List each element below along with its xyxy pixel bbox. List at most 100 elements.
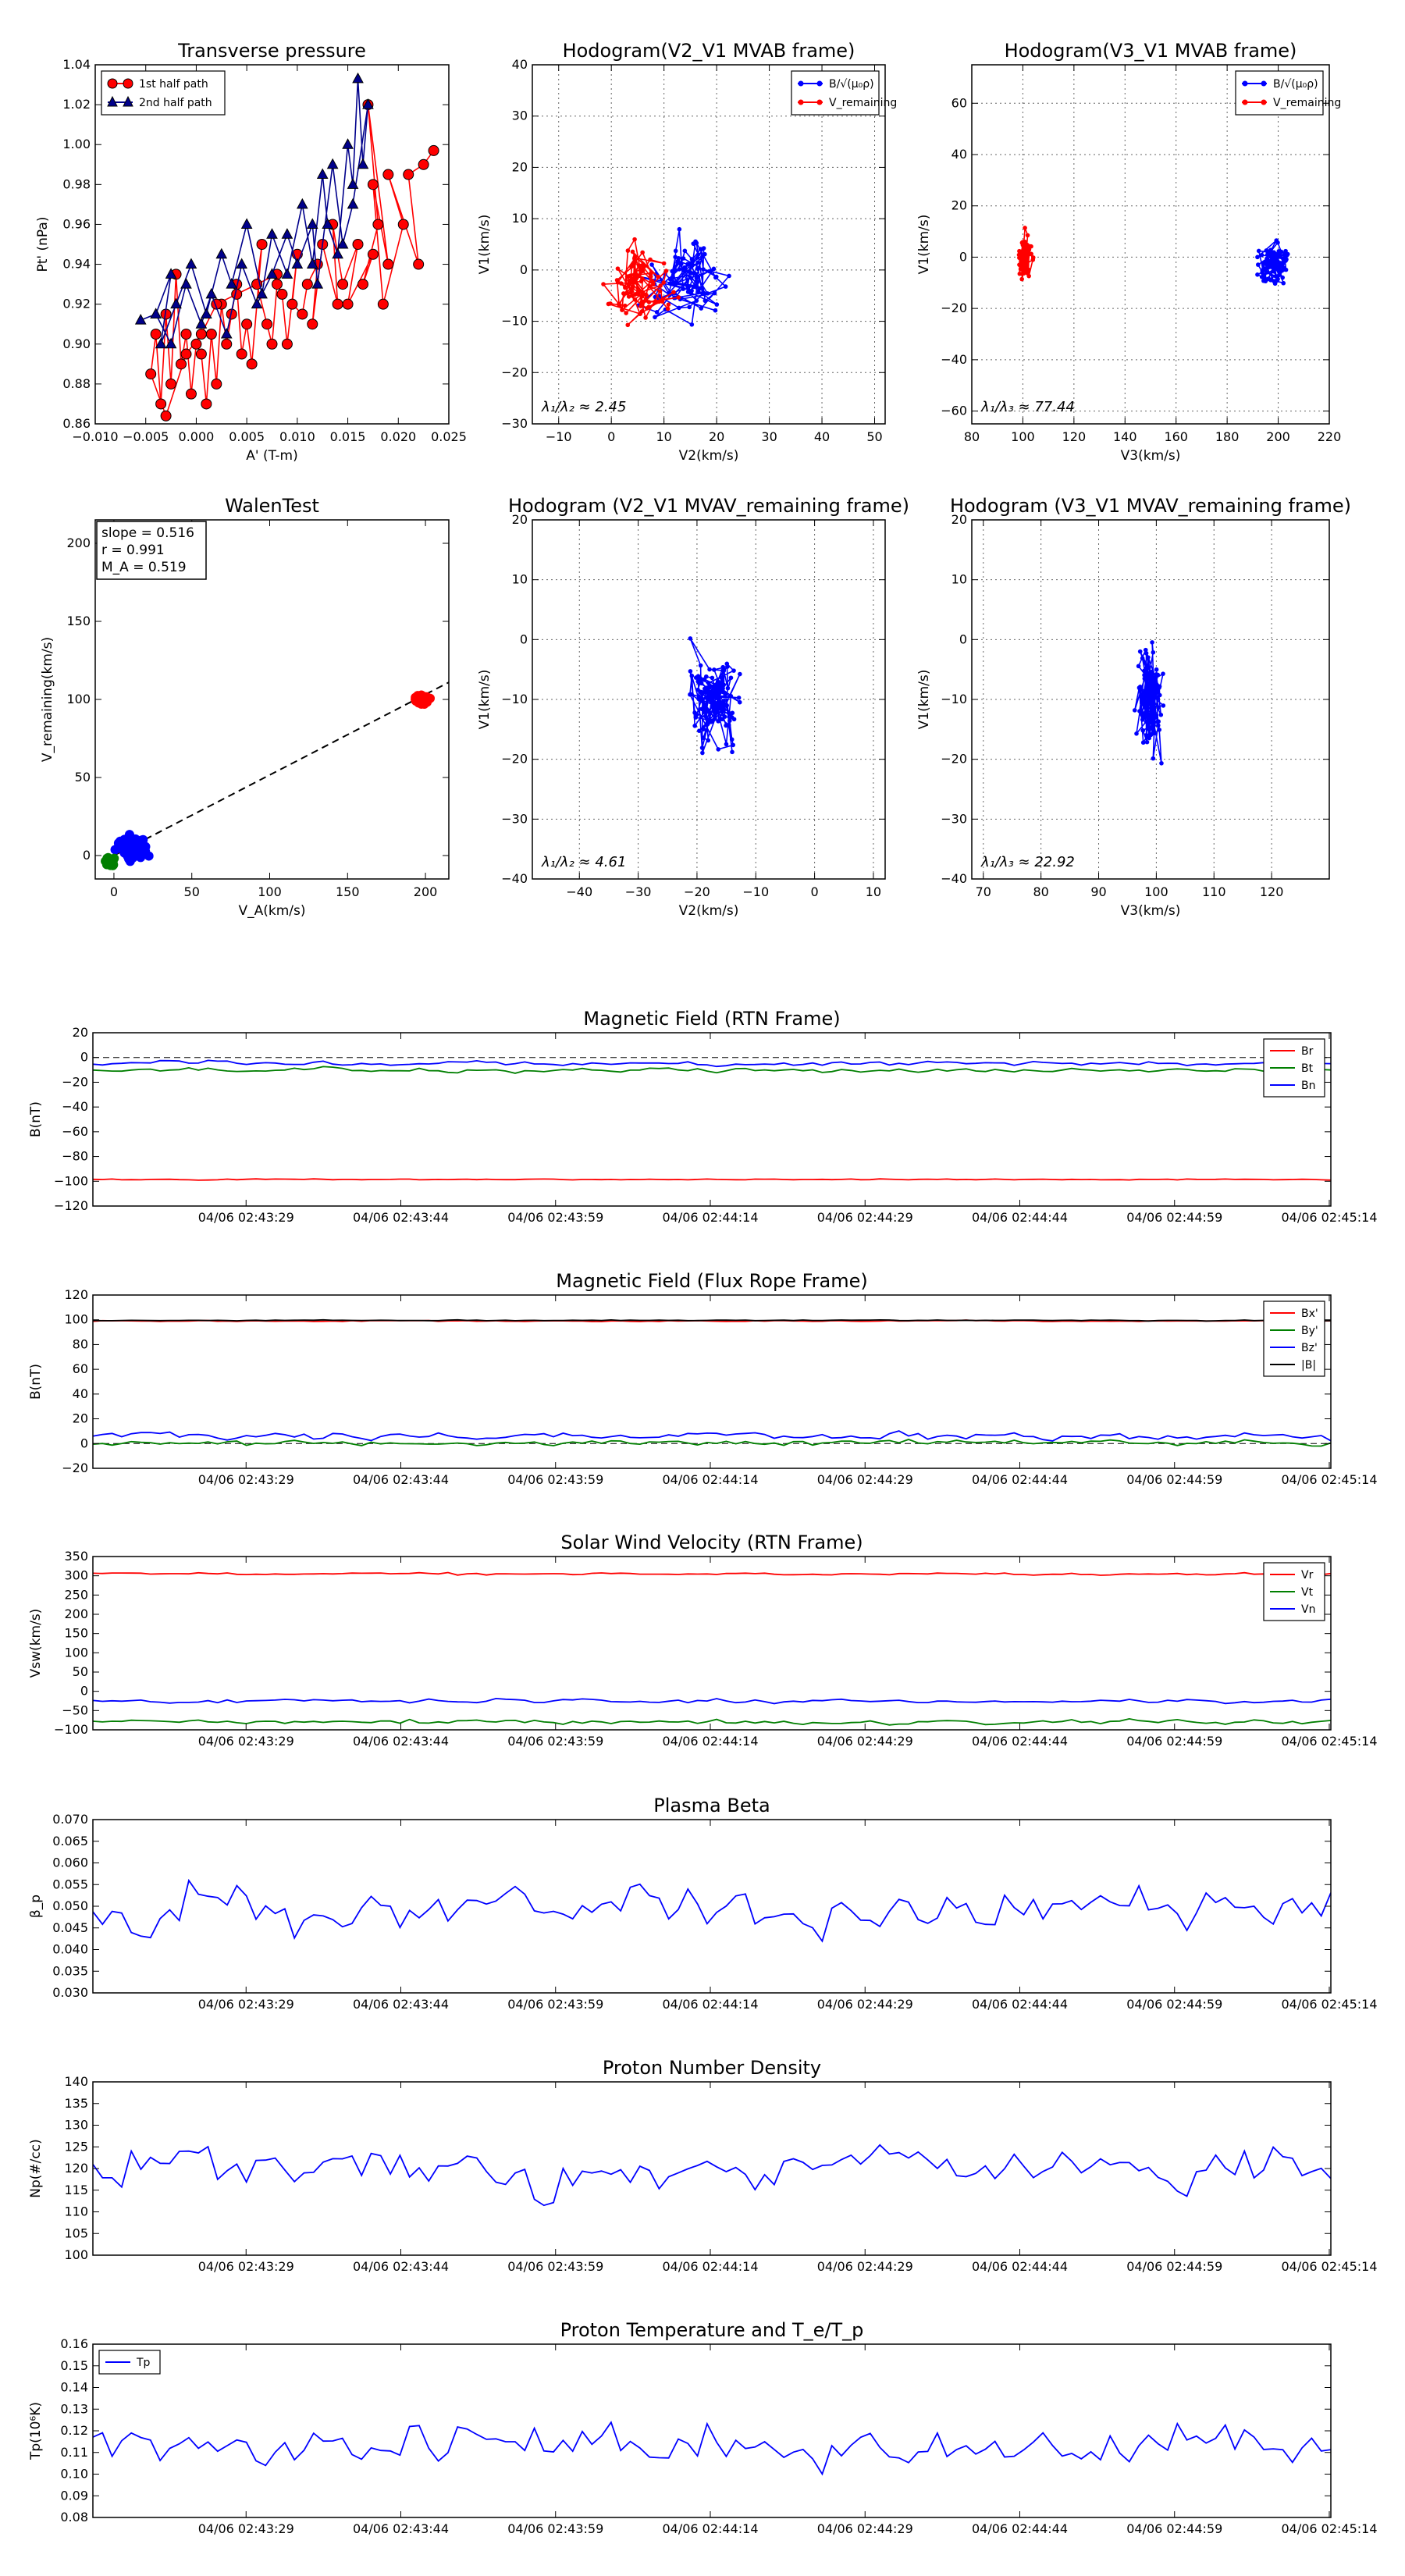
data-point [727,273,731,279]
data-point [251,297,263,309]
data-point [713,683,718,688]
data-point [1023,239,1028,244]
data-point [688,290,692,295]
legend-marker [107,95,118,107]
data-point [1271,269,1276,274]
legend-label: B/√(μ₀ρ) [829,78,874,91]
fit-line [113,681,449,856]
data-point [691,241,696,246]
data-point [1144,719,1149,724]
data-point [618,281,624,286]
data-point [231,288,243,300]
series-line [93,2421,1331,2476]
data-point [688,275,693,280]
y-tick-label: −20 [941,752,967,767]
stats-box [96,521,207,580]
x-tick-label: 04/06 02:44:44 [972,2259,1068,2274]
legend-marker [1261,99,1267,105]
series-line [93,1439,1331,1447]
x-tick-label: 40 [814,429,830,444]
x-tick-label: 04/06 02:44:14 [662,2521,758,2536]
series-group-blue [110,830,154,866]
legend-label: |B| [1301,1359,1316,1372]
series-line [93,1717,1331,1726]
data-point [240,218,253,229]
x-tick-label: 80 [1033,884,1048,899]
data-point [306,218,318,229]
hodogram-v2-v1-mvav-plot-area [532,520,885,879]
data-point [692,271,698,276]
data-point [105,859,116,870]
data-point [1144,739,1150,745]
data-point [712,692,717,696]
data-point [703,674,709,679]
hodogram-v3-v1-mvav-panel: Hodogram (V3_V1 MVAV_remaining frame) −40… [916,495,1351,919]
data-point [654,310,660,315]
data-point [332,298,343,310]
x-tick-label: 0.020 [380,429,416,444]
y-tick-label: 0.16 [60,2336,88,2351]
y-tick-label: 0.12 [60,2423,88,2438]
stats-line: r = 0.991 [101,543,165,558]
y-tick-label: −60 [941,404,967,418]
series-line [93,1878,1331,1943]
data-point [134,314,147,325]
y-tick-label: 0.08 [60,2510,88,2524]
magnetic-field-rtn-panel: Magnetic Field (RTN Frame) −120 −100 −80 −60… [28,1008,1378,1225]
series-line [93,1178,1331,1181]
data-point [707,667,712,672]
legend-label: Bx' [1301,1308,1318,1320]
data-point [1019,276,1024,282]
data-point [626,282,631,287]
magnetic-field-rtn-plot-area [93,1057,1331,1181]
data-point [712,667,717,672]
y-tick-label: 20 [73,1411,88,1426]
x-tick-label: 04/06 02:44:14 [662,1472,758,1487]
plasma-beta-panel: Plasma Beta 0.030 0.035 0.040 0.045 0.050 0.05… [28,1795,1378,2012]
data-point [195,329,207,340]
data-point [1272,259,1277,265]
data-point [700,254,705,259]
data-point [1022,246,1027,251]
data-point [306,258,318,269]
data-point [702,298,708,304]
y-tick-label: −40 [501,871,528,886]
data-point [316,168,329,180]
data-point [730,710,735,716]
data-point [624,274,630,279]
transverse-pressure-ylabel: Pt' (nPa) [35,217,51,272]
data-point [638,304,643,309]
x-tick-label: 0 [607,429,615,444]
x-tick-label: 04/06 02:43:59 [507,2521,603,2536]
data-point [1262,276,1267,280]
walen-test-plot-area [101,681,449,870]
data-point [695,266,701,272]
data-point [614,278,620,283]
data-point [631,280,636,285]
series-Vr [93,1571,1331,1576]
data-point [649,271,653,276]
hodogram-v3-v1-mvab-xlabel: V3(km/s) [1121,448,1181,464]
series-V_remaining [688,636,742,756]
hodogram-v3-v1-mvab-axes-frame [971,64,1330,425]
hodogram-v2-v1-mvav-title: Hodogram (V2_V1 MVAV_remaining frame) [508,495,909,517]
y-tick-label: 0 [520,632,528,646]
data-point [636,263,642,268]
legend-label: B/√(μ₀ρ) [1273,78,1318,91]
y-tick-label: −50 [62,1703,88,1717]
data-point [1151,649,1156,655]
data-point [1140,740,1146,745]
data-point [336,237,349,249]
proton-temperature-axes-frame [92,2343,1332,2518]
series-line [93,1066,1331,1074]
data-point [190,338,202,350]
x-tick-label: 20 [709,429,724,444]
data-point [716,719,720,724]
y-tick-label: 110 [64,2204,88,2219]
data-point [692,724,697,728]
data-point [1283,248,1288,254]
data-point [682,248,688,254]
data-point [700,291,705,296]
data-point [1134,731,1139,736]
x-tick-label: 0.015 [330,429,366,444]
